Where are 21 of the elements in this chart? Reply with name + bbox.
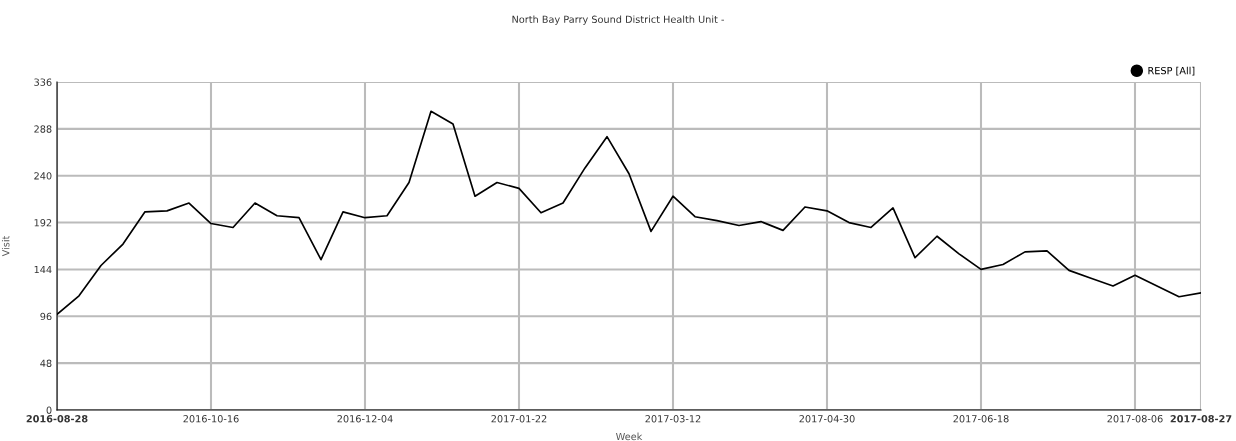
- x-tick-label: 2017-01-22: [491, 415, 547, 423]
- y-axis-title: Visit: [1, 235, 10, 257]
- x-tick-label: 2017-03-12: [645, 415, 701, 423]
- chart-title: North Bay Parry Sound District Health Unit -: [512, 15, 724, 25]
- x-tick-label: 2017-08-06: [1107, 415, 1163, 423]
- y-tick-label: 48: [40, 359, 52, 367]
- x-tick-label: 2016-08-28: [26, 415, 88, 423]
- y-tick-label: 240: [34, 172, 52, 180]
- y-tick-label: 288: [34, 125, 52, 133]
- y-tick-label: 0: [46, 406, 52, 414]
- x-tick-label: 2016-10-16: [183, 415, 239, 423]
- y-tick-label: 192: [34, 219, 52, 227]
- y-tick-label: 144: [34, 266, 52, 274]
- x-axis-title: Week: [616, 432, 643, 441]
- x-tick-label: 2017-04-30: [799, 415, 855, 423]
- legend-label: RESP [All]: [1148, 66, 1195, 76]
- x-tick-label: 2017-08-27: [1170, 415, 1232, 423]
- x-tick-label: 2017-06-18: [953, 415, 1009, 423]
- y-tick-label: 336: [34, 78, 52, 86]
- y-tick-label: 96: [40, 312, 52, 321]
- x-tick-label: 2016-12-04: [337, 415, 393, 423]
